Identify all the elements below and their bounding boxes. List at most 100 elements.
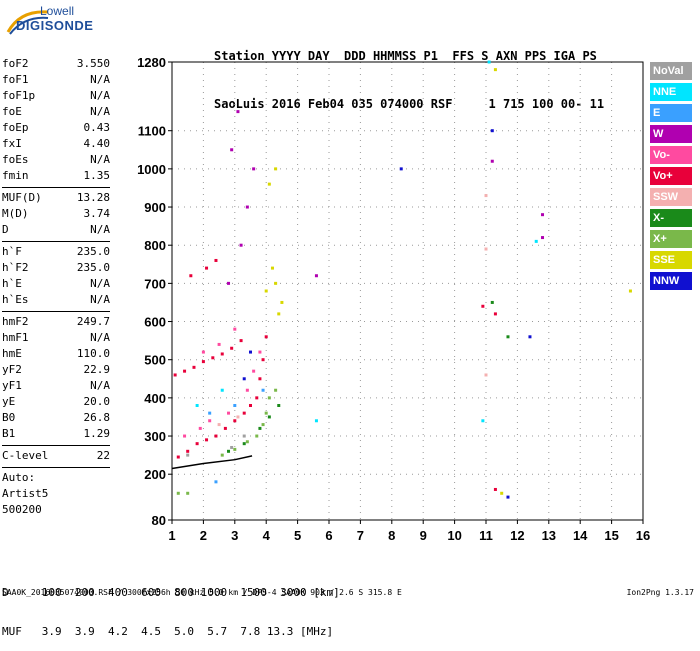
file-info: SAA0K_2016035074000.RSF / 300fx256h 50 k… [2,588,402,597]
param-row: fxI 4.40 [2,136,110,152]
legend-item: X- [650,209,692,227]
echo-point [208,419,212,423]
echo-point [245,440,249,444]
echo-point [220,453,224,457]
echo-point [201,350,205,354]
echo-point [258,350,262,354]
echo-point [230,148,234,152]
x-tick-label: 10 [447,528,461,543]
legend-item: SSE [650,251,692,269]
echo-point [255,434,259,438]
param-value: 22 [96,449,110,462]
param-row: hmE 110.0 [2,346,110,362]
param-row: D N/A [2,222,110,238]
param-row: C-level 22 [2,448,110,464]
x-tick-label: 7 [357,528,364,543]
param-name: D [2,223,9,236]
legend-item: NNE [650,83,692,101]
station-header: Station YYYY DAY DDD HHMMSS P1 FFS S AXN… [214,16,604,128]
param-row: foEs N/A [2,152,110,168]
echo-point [242,377,246,381]
muf-distance-table: D 100 200 400 600 800 1000 1500 3000 [km… [2,560,340,651]
legend-item: W [650,125,692,143]
y-tick-label: 700 [144,276,166,291]
param-name: Auto: [2,471,36,484]
param-name: foEp [2,121,29,134]
param-name: foF1 [2,73,29,86]
echo-point [249,404,252,407]
echo-point [267,415,271,419]
echo-point [267,396,271,400]
param-name: foF2 [2,57,29,70]
echo-point [264,411,268,415]
x-tick-label: 11 [479,528,493,543]
echo-point [506,335,510,339]
echo-point [628,289,632,293]
echo-point [186,453,190,457]
echo-point [230,445,234,449]
echo-point [183,434,187,438]
echo-point [399,167,403,171]
echo-point [217,342,221,346]
param-value: 1.35 [83,169,111,182]
param-value: 249.7 [76,315,110,328]
echo-point [267,182,271,186]
echo-point [274,167,278,171]
polarization-legend: NoVal NNE E W Vo- Vo+ SSW X- X+ SSE NNW [650,62,692,293]
echo-point [252,369,256,373]
x-tick-label: 4 [263,528,271,543]
echo-point [239,339,243,343]
ionogram-plot: 1 2 3 4 5 6 7 8 9 10 11 12 13 14 15 1680200300400500600… [137,55,650,543]
echo-point [484,373,488,377]
param-value: 22.9 [83,363,111,376]
echo-point [481,304,485,308]
echo-point [258,426,262,430]
param-name: M(D) [2,207,29,220]
y-tick-label: 400 [144,391,166,406]
param-value: 235.0 [76,261,110,274]
param-separator [2,467,110,468]
echo-point [261,358,265,362]
param-separator [2,311,110,312]
echo-point [220,388,224,392]
echo-point [500,491,504,495]
echo-point [280,300,284,304]
software-version: Ion2Png 1.3.17 [626,588,694,597]
param-value: N/A [90,331,110,344]
echo-point [208,411,212,415]
echo-point [233,404,237,407]
echo-point [227,411,231,415]
param-row: h`Es N/A [2,292,110,308]
x-tick-label: 3 [231,528,238,543]
param-value: N/A [90,223,110,236]
param-row: hmF2 249.7 [2,314,110,330]
param-value: N/A [90,73,110,86]
echo-point [214,258,218,262]
param-value: N/A [90,89,110,102]
param-value: N/A [90,293,110,306]
echo-point [195,404,199,407]
echo-point [490,300,494,304]
x-tick-label: 12 [510,528,524,543]
echo-point [195,442,199,446]
param-value: 235.0 [76,245,110,258]
param-name: h`Es [2,293,29,306]
y-tick-label: 1100 [138,124,166,139]
param-name: foEs [2,153,29,166]
y-tick-label: 1000 [137,162,166,177]
param-row: foF2 3.550 [2,56,110,72]
y-tick-label: 80 [152,513,166,528]
x-tick-label: 9 [420,528,427,543]
param-value: 0.43 [83,121,111,134]
param-row: Artist5 [2,486,110,502]
y-tick-label: 900 [144,200,166,215]
x-tick-label: 5 [294,528,301,543]
echo-point [314,274,318,278]
echo-point [173,373,177,377]
param-value: 110.0 [76,347,110,360]
echo-point [274,388,278,392]
param-row: B1 1.29 [2,426,110,442]
x-tick-label: 8 [388,528,395,543]
param-name: Artist5 [2,487,49,500]
echo-point [236,415,240,419]
